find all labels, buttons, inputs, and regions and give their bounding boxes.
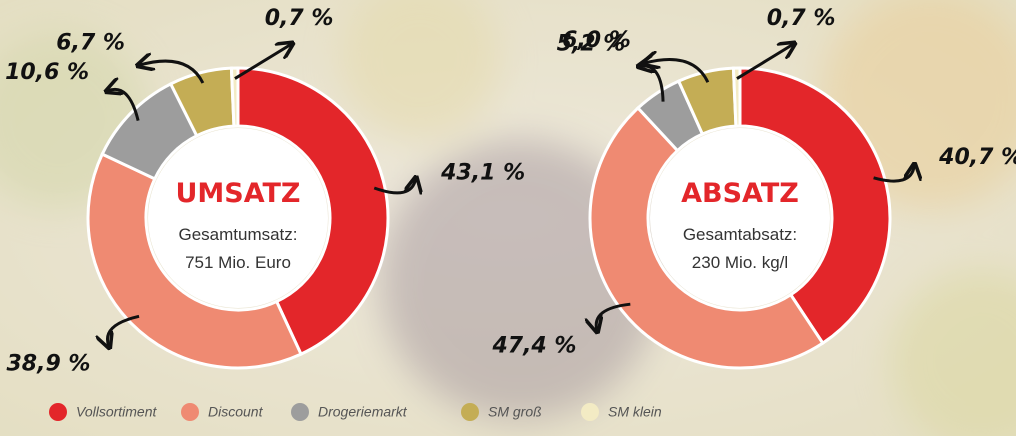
legend-swatch — [581, 403, 599, 421]
value-label: 43,1 % — [440, 160, 525, 185]
annotation: Gesamtumsatz: — [178, 225, 297, 244]
arrow — [139, 61, 205, 84]
legend-label: SM groß — [488, 404, 542, 420]
arrow — [596, 302, 631, 330]
value-label: 40,7 % — [938, 145, 1016, 170]
value-label: 38,9 % — [6, 352, 90, 377]
donut-hole — [148, 128, 328, 308]
legend-label: Drogeriemarkt — [318, 404, 408, 420]
annotation: 230 Mio. kg/l — [692, 253, 788, 272]
legend-label: Vollsortiment — [76, 404, 158, 420]
value-label: 47,4 % — [491, 334, 576, 359]
arrow — [644, 59, 710, 83]
donut-slice — [229, 66, 240, 128]
legend: Vollsortiment Discount Drogeriemarkt SM gro… — [49, 403, 662, 421]
value-label: 0,7 % — [265, 6, 334, 31]
chart-title: UMSATZ — [175, 178, 300, 209]
arrow — [234, 44, 292, 80]
chart-title: ABSATZ — [681, 178, 799, 209]
value-label: 6,7 % — [56, 30, 125, 55]
donut-slice — [731, 66, 742, 128]
arrow — [873, 166, 915, 183]
annotation: 751 Mio. Euro — [185, 253, 291, 272]
donut-hole — [650, 128, 830, 308]
donut-slice — [738, 66, 892, 346]
legend-swatch — [461, 403, 479, 421]
arrow — [107, 314, 140, 346]
donut-slice — [588, 105, 825, 370]
legend-swatch — [181, 403, 199, 421]
legend-label: Discount — [208, 404, 264, 420]
legend-label: SM klein — [608, 404, 662, 420]
legend-swatch — [49, 403, 67, 421]
legend-swatch — [291, 403, 309, 421]
value-label: 6,0 % — [562, 28, 631, 53]
donut-slice — [86, 152, 304, 370]
value-label: 0,7 % — [767, 6, 836, 31]
arrow — [373, 179, 416, 193]
value-label: 10,6 % — [5, 60, 89, 85]
value-label: 5,2 % — [557, 32, 626, 57]
arrow — [108, 89, 140, 121]
annotation: Gesamtabsatz: — [683, 225, 797, 244]
donut-slice — [236, 66, 390, 357]
arrow — [736, 44, 794, 80]
